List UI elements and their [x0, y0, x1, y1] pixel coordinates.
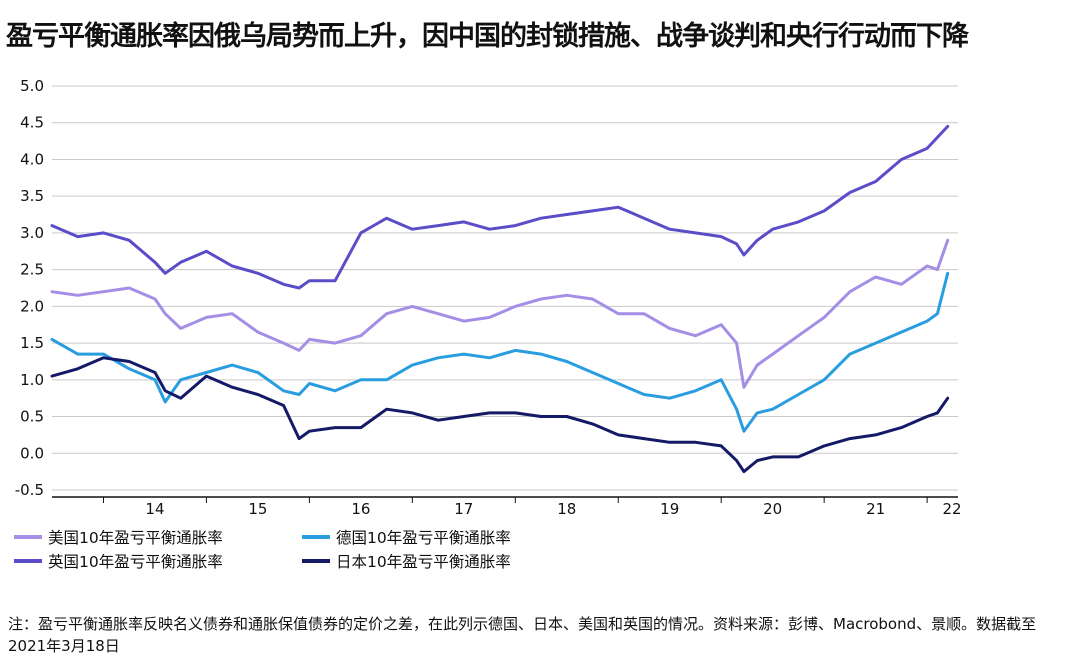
legend-item: 英国10年盈亏平衡通胀率	[14, 550, 223, 572]
y-tick-label: 0.5	[20, 408, 44, 426]
legend-label: 美国10年盈亏平衡通胀率	[48, 529, 223, 547]
legend-label: 日本10年盈亏平衡通胀率	[336, 553, 511, 571]
x-tick-label: 18	[557, 500, 576, 518]
y-tick-label: 1.5	[20, 334, 44, 352]
x-tick-label: 21	[866, 500, 885, 518]
legend-swatch	[14, 559, 42, 563]
y-tick-label: 4.5	[20, 114, 44, 132]
legend-label: 英国10年盈亏平衡通胀率	[48, 553, 223, 571]
series-line-0	[50, 238, 950, 389]
x-tick-label: 17	[454, 500, 473, 518]
y-tick-label: 4.0	[20, 150, 44, 168]
series-line-3	[50, 356, 950, 474]
y-tick-label: 1.0	[20, 371, 44, 389]
legend-item: 日本10年盈亏平衡通胀率	[302, 550, 511, 572]
x-tick-label: 20	[763, 500, 782, 518]
legend-swatch	[14, 535, 42, 539]
y-tick-label: 2.0	[20, 297, 44, 315]
x-tick-label: 15	[248, 500, 267, 518]
legend-swatch	[302, 559, 330, 563]
footnote: 注：盈亏平衡通胀率反映名义债券和通胀保值债券的定价之差，在此列示德国、日本、美国…	[8, 615, 1037, 655]
legend-swatch	[302, 535, 330, 539]
x-tick-label: 22	[942, 500, 961, 518]
chart-title: 盈亏平衡通胀率因俄乌局势而上升，因中国的封锁措施、战争谈判和央行行动而下降	[6, 21, 969, 52]
y-tick-label: 5.0	[20, 77, 44, 95]
y-tick-label: 0.0	[20, 444, 44, 462]
y-tick-label: 3.0	[20, 224, 44, 242]
y-tick-label: -0.5	[15, 481, 44, 499]
series-line-1	[50, 124, 950, 290]
legend-item: 德国10年盈亏平衡通胀率	[302, 526, 511, 548]
y-tick-label: 2.5	[20, 261, 44, 279]
line-chart: 5.0 4.5 4.0 3.5 3.0 2.5 2.0 1.5 1.0 0.5 0.0 -0.5 14 1…	[15, 77, 962, 518]
legend-item: 美国10年盈亏平衡通胀率	[14, 526, 223, 548]
y-tick-label: 3.5	[20, 187, 44, 205]
series-line-2	[50, 271, 950, 433]
x-tick-label: 14	[145, 500, 164, 518]
x-tick-label: 16	[351, 500, 370, 518]
x-tick-label: 19	[660, 500, 679, 518]
legend-label: 德国10年盈亏平衡通胀率	[336, 529, 511, 547]
